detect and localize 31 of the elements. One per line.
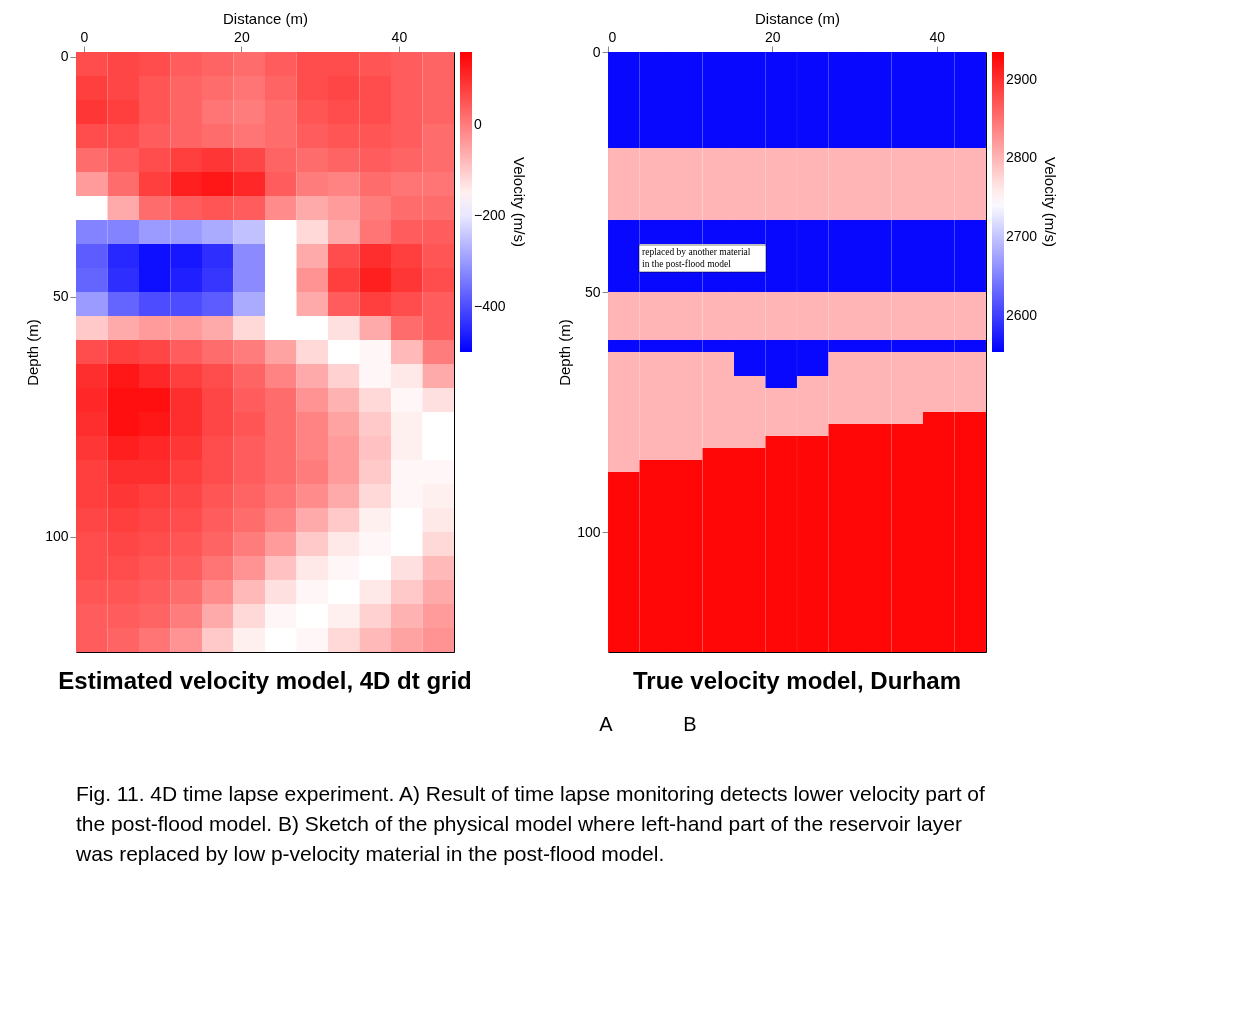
color-bar-label: −400 bbox=[474, 297, 506, 314]
x-tick-label: 0 bbox=[608, 28, 617, 45]
y-tick-label: 0 bbox=[60, 48, 69, 65]
color-bar-title: Velocity (m/s) bbox=[1042, 156, 1059, 248]
y-tick-label: 100 bbox=[577, 523, 601, 540]
text: B bbox=[683, 713, 697, 735]
color-bar-title: Velocity (m/s) bbox=[511, 156, 528, 248]
text: True velocity model, Durham bbox=[632, 667, 962, 694]
caption: Fig. 11. 4D time lapse experiment. A) Result of time lapse monitoring detects lower velocity part of the post-flood model. B) Sketch of the physical model where left-hand part of the reservoir layer was replaced by low p-velocity material in the post-flood model. bbox=[75, 782, 986, 865]
y-tick-label: 50 bbox=[52, 288, 69, 305]
x-tick-label: 20 bbox=[234, 28, 250, 45]
x-tick-label: 0 bbox=[80, 28, 89, 45]
text: Estimated velocity model, 4D dt grid bbox=[58, 667, 472, 694]
color-bar-label: 0 bbox=[474, 115, 482, 132]
color-bar-label: −200 bbox=[474, 206, 506, 223]
x-axis-title: Distance (m) bbox=[222, 9, 309, 27]
color-bar-label: 2900 bbox=[1006, 70, 1038, 87]
x-tick-label: 40 bbox=[929, 28, 946, 45]
color-bar-label: 2600 bbox=[1006, 306, 1038, 323]
y-tick-label: 100 bbox=[45, 528, 69, 545]
y-tick-label: 0 bbox=[592, 43, 601, 60]
x-tick-label: 40 bbox=[391, 28, 408, 45]
color-bar-label: 2700 bbox=[1006, 228, 1038, 245]
text: A bbox=[599, 713, 614, 735]
y-axis-title: Depth (m) bbox=[24, 319, 42, 386]
x-tick-label: 20 bbox=[765, 28, 781, 45]
color-bar-label: 2800 bbox=[1006, 149, 1038, 166]
annotation: replaced by another material in the post-flood model bbox=[642, 247, 751, 269]
y-axis-title: Depth (m) bbox=[556, 319, 574, 386]
y-tick-label: 50 bbox=[584, 283, 601, 300]
x-axis-title: Distance (m) bbox=[754, 9, 841, 27]
